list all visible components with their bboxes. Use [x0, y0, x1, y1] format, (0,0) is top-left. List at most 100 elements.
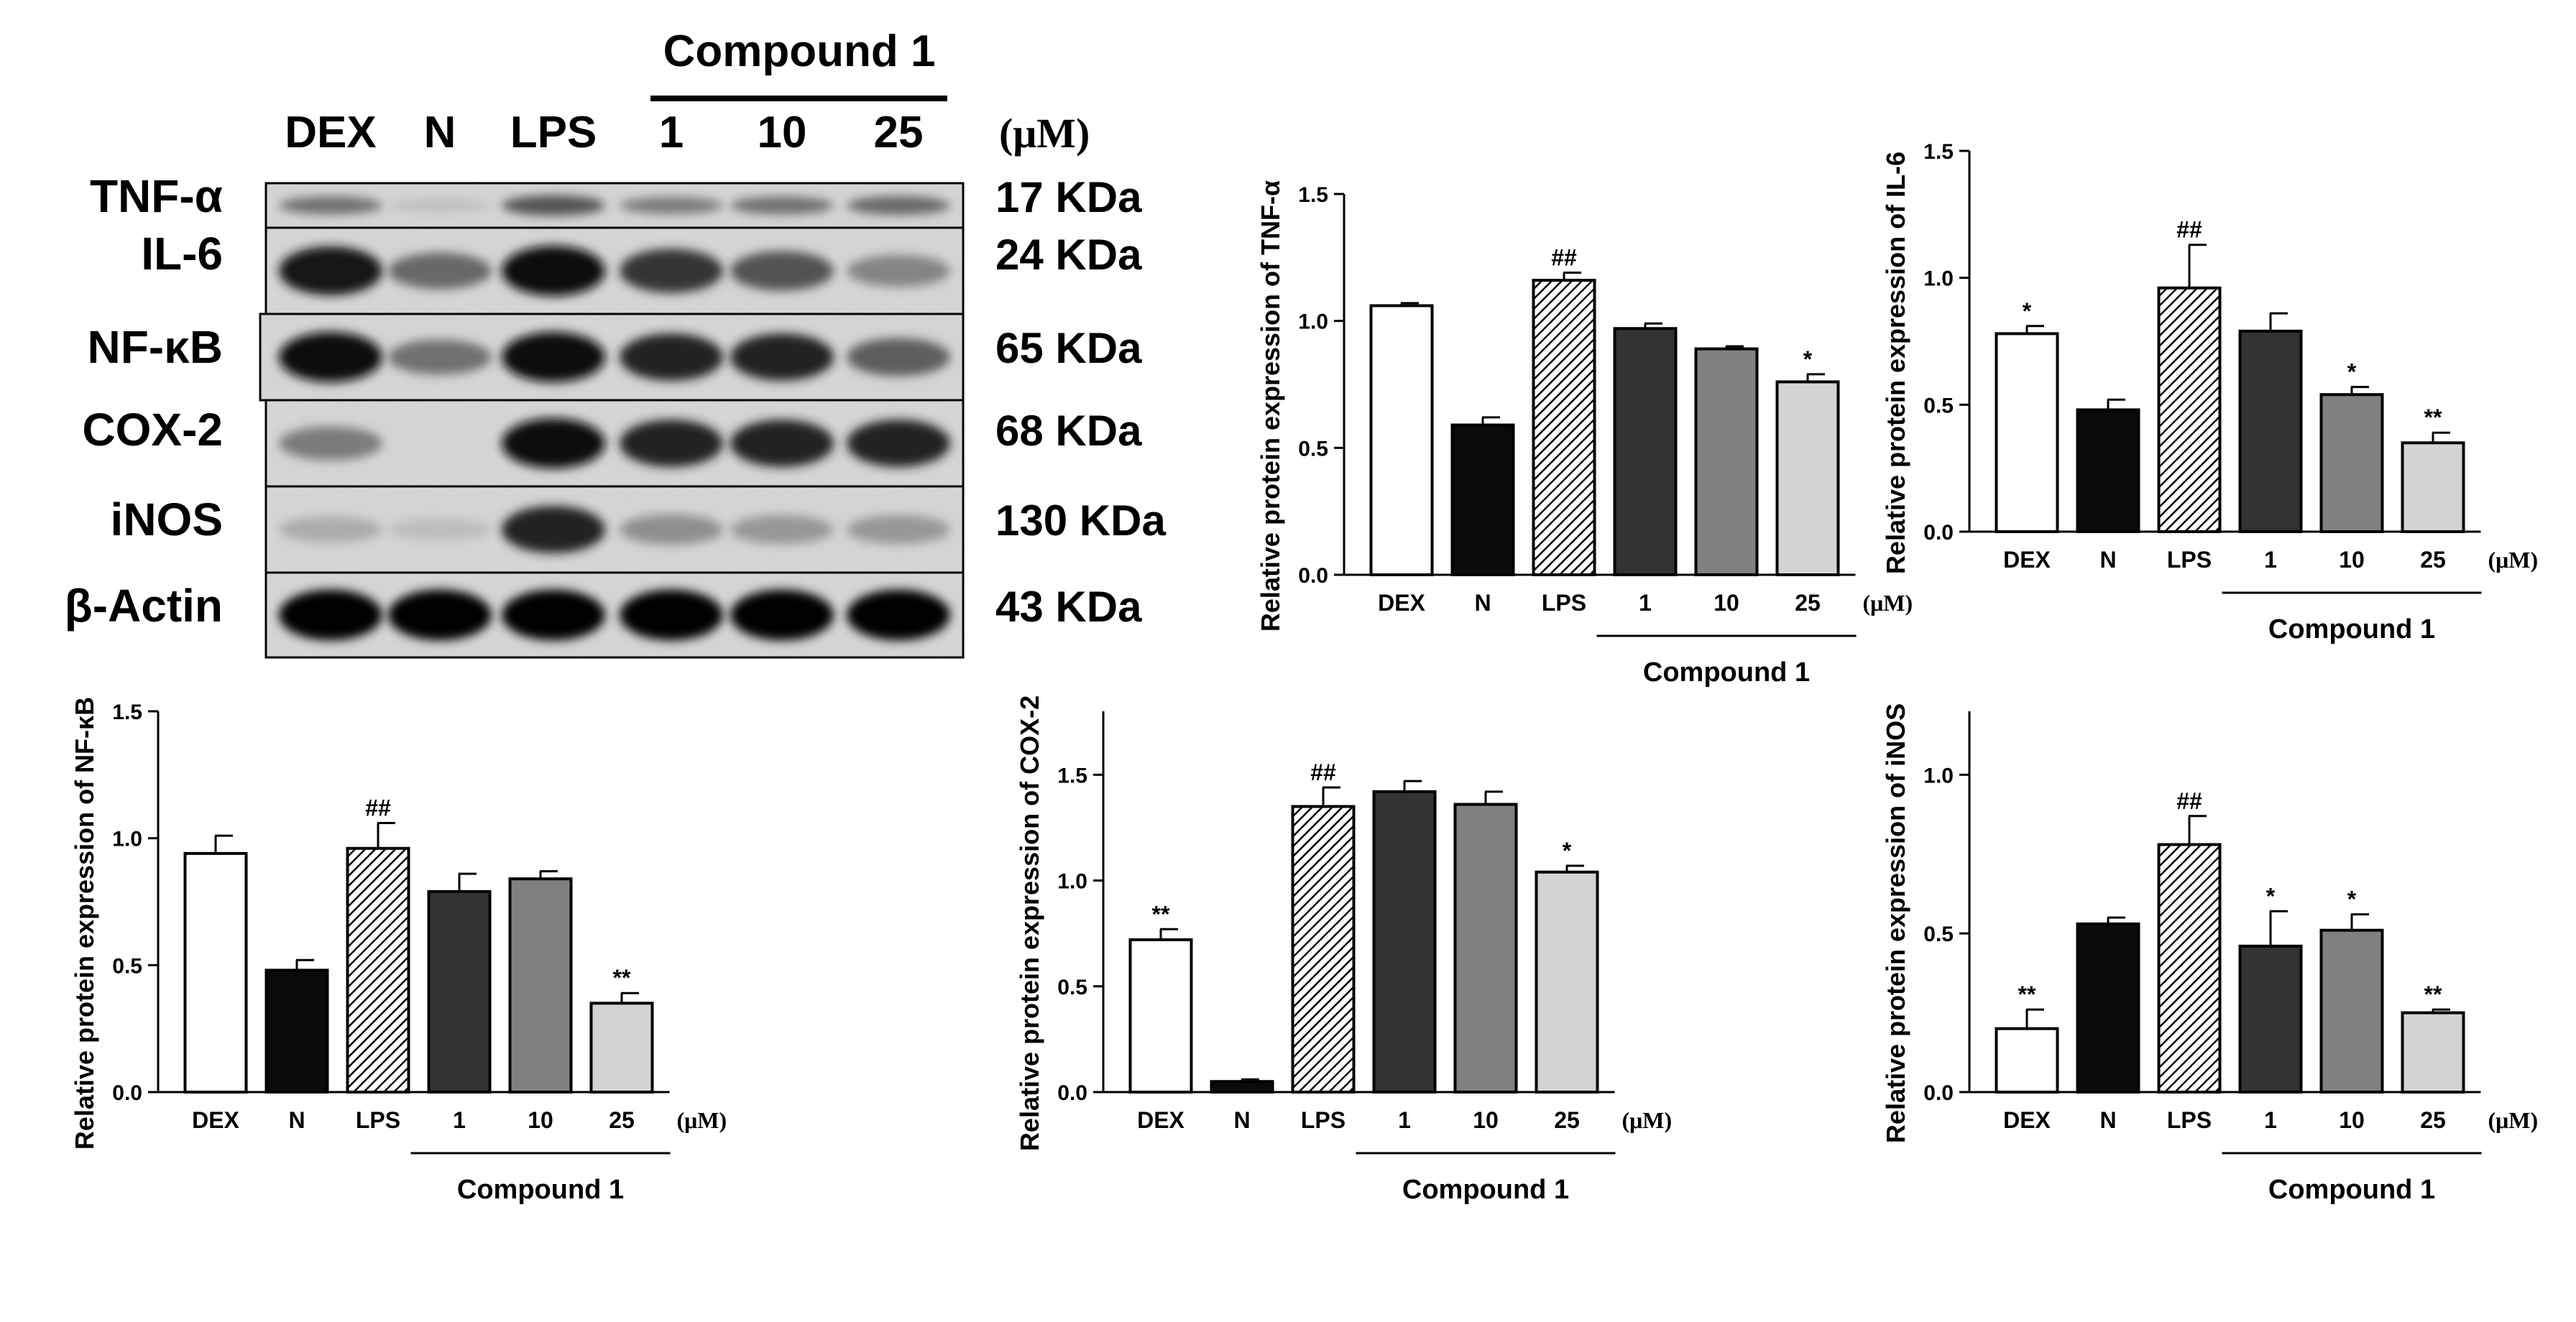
blot-protein-size: 24 KDa	[995, 231, 1142, 279]
blot-band	[730, 196, 834, 215]
blot-row-cox-2: COX-2 68 KDa	[82, 399, 1142, 488]
blot-band	[388, 199, 492, 212]
blot-row-il-6: IL-6 24 KDa	[141, 226, 1142, 315]
bar-lps	[2157, 843, 2222, 1094]
blot-protein-size: 68 KDa	[995, 407, 1142, 455]
blot-band	[620, 333, 723, 381]
bar-10	[2319, 928, 2384, 1094]
blot-row-tnf-alpha: TNF-α 17 KDa	[90, 170, 1142, 229]
x-tick-label-1: 1	[453, 1107, 466, 1133]
x-tick-label-10: 10	[1473, 1107, 1499, 1133]
blot-band	[847, 254, 950, 287]
unit-label: (μM)	[2488, 1107, 2539, 1133]
bar-dex	[1995, 1027, 2059, 1094]
blot-band	[730, 514, 834, 545]
y-axis-label: Relative protein expression of NF-κB	[70, 697, 99, 1150]
x-tick-label-25: 25	[2420, 1107, 2446, 1133]
y-tick-label: 0.0	[1923, 521, 1954, 545]
significance-25: **	[613, 965, 631, 991]
blot-band	[279, 589, 382, 641]
significance-dex: *	[2023, 298, 2032, 324]
bar-lps	[1291, 805, 1356, 1094]
blot-protein-size: 65 KDa	[995, 324, 1142, 372]
significance-25: **	[2424, 405, 2442, 430]
blot-lane-10: 10	[758, 108, 807, 157]
blot-band	[620, 589, 723, 641]
x-tick-label-dex: DEX	[1137, 1107, 1184, 1133]
significance-lps: ##	[2176, 217, 2202, 243]
x-tick-label-lps: LPS	[356, 1107, 400, 1133]
bar-10	[1453, 803, 1518, 1094]
y-tick-label: 0.5	[1923, 923, 1954, 946]
y-axis-label: Relative protein expression of TNF-α	[1256, 180, 1285, 632]
unit-label: (μM)	[2488, 547, 2539, 573]
blot-band	[620, 196, 723, 215]
blot-band	[730, 420, 834, 467]
y-tick-label: 0.0	[1923, 1081, 1954, 1105]
significance-dex: **	[2018, 981, 2036, 1007]
y-tick-label: 0.5	[1057, 976, 1087, 999]
bar-10	[1694, 347, 1759, 576]
x-tick-label-lps: LPS	[2167, 547, 2212, 573]
bar-lps	[346, 846, 410, 1094]
blot-rows: TNF-α 17 KDa IL-6 24 KDa NF-κB 65 KDa COX-2 68 …	[65, 170, 1166, 659]
x-tick-label-dex: DEX	[192, 1107, 239, 1133]
x-tick-label-10: 10	[1714, 590, 1739, 616]
significance-10: *	[2347, 887, 2357, 912]
blot-band	[620, 514, 723, 545]
blot-band	[279, 246, 382, 295]
blot-lane-dex: DEX	[285, 108, 376, 157]
group-label: Compound 1	[2268, 614, 2435, 644]
bar-10	[2319, 393, 2384, 534]
blot-lane-25: 25	[874, 108, 924, 157]
bar-25	[1775, 380, 1840, 576]
bar-25	[2401, 1011, 2465, 1094]
significance-lps: ##	[1551, 245, 1577, 271]
blot-group-label: Compound 1	[663, 27, 936, 76]
blot-protein-name: β-Actin	[65, 580, 223, 632]
blot-protein-size: 17 KDa	[995, 173, 1142, 221]
significance-lps: ##	[365, 795, 391, 821]
bar-chart-svg: 0.0 0.5 1.0 1.5 Relative protein expression …	[1015, 695, 1672, 1205]
y-tick-label: 0.0	[112, 1081, 142, 1105]
bar-n	[1450, 423, 1515, 576]
blot-unit-label: (μM)	[999, 110, 1090, 157]
y-tick-label: 1.0	[1923, 267, 1954, 291]
y-tick-label: 0.5	[112, 954, 142, 978]
blot-protein-size: 43 KDa	[995, 583, 1142, 631]
significance-25: *	[1563, 838, 1572, 864]
unit-label: (μM)	[1863, 590, 1913, 616]
y-axis-label: Relative protein expression of IL-6	[1881, 152, 1910, 574]
y-tick-label: 1.0	[1057, 870, 1087, 894]
significance-lps: ##	[1310, 759, 1336, 785]
blot-band	[388, 339, 492, 375]
bar-25	[2401, 441, 2465, 534]
x-tick-label-n: N	[2099, 547, 2116, 573]
x-tick-label-25: 25	[2420, 547, 2446, 573]
blot-band	[279, 516, 382, 543]
x-tick-label-n: N	[1474, 590, 1491, 616]
bar-dex	[1995, 332, 2059, 533]
blot-row-inos: iNOS 130 KDa	[111, 485, 1166, 574]
y-tick-label: 1.5	[1298, 183, 1328, 207]
blot-lane-lps: LPS	[510, 108, 597, 157]
x-tick-label-25: 25	[1554, 1107, 1580, 1133]
bar-n	[264, 969, 329, 1094]
x-tick-label-lps: LPS	[1542, 590, 1586, 616]
blot-protein-name: NF-κB	[87, 321, 223, 373]
blot-band	[388, 252, 492, 290]
bar-lps	[1532, 279, 1596, 576]
blot-lane-n: N	[424, 108, 456, 157]
chart-cox-2: 0.0 0.5 1.0 1.5 Relative protein expression …	[981, 675, 1808, 1322]
bar-dex	[1369, 304, 1434, 576]
group-label: Compound 1	[2268, 1175, 2435, 1205]
blot-protein-name: TNF-α	[90, 170, 223, 222]
significance-1: *	[2266, 883, 2276, 909]
bar-n	[2076, 408, 2140, 533]
blot-band	[730, 589, 834, 641]
bar-25	[1535, 870, 1599, 1094]
blot-band	[847, 514, 950, 545]
blot-band	[502, 589, 605, 641]
y-tick-label: 1.5	[1057, 764, 1087, 787]
x-tick-label-dex: DEX	[2003, 1107, 2051, 1133]
